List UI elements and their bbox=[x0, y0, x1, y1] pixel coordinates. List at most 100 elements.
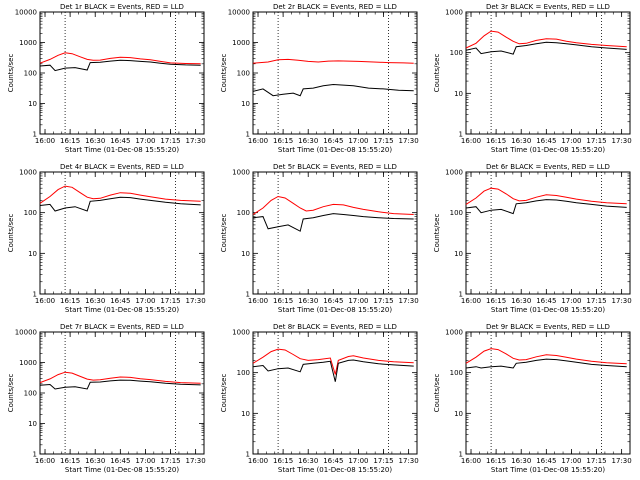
series-line-lld bbox=[252, 348, 414, 375]
plot-frame bbox=[39, 331, 205, 455]
y-tick-label: 100 bbox=[450, 49, 463, 57]
x-tick-label: 16:30 bbox=[511, 297, 531, 305]
x-tick-label: 16:00 bbox=[461, 297, 481, 305]
x-axis-label: Start Time (01-Dec-08 15:55:20) bbox=[65, 146, 179, 154]
x-tick-label: 16:15 bbox=[273, 297, 293, 305]
y-tick-label: 1000 bbox=[232, 329, 250, 337]
x-tick-label: 17:00 bbox=[135, 297, 155, 305]
plot-frame bbox=[39, 171, 205, 295]
y-tick-label: 1000 bbox=[232, 169, 250, 177]
plot-frame bbox=[39, 11, 205, 135]
x-tick-label: 16:45 bbox=[110, 457, 130, 465]
y-tick-label: 1 bbox=[33, 291, 37, 299]
y-tick-label: 1000 bbox=[19, 39, 37, 47]
x-axis-label: Start Time (01-Dec-08 15:55:20) bbox=[278, 146, 392, 154]
chart-title: Det 4r BLACK = Events, RED = LLD bbox=[60, 163, 184, 171]
series-line-lld bbox=[39, 371, 201, 384]
x-tick-label: 16:15 bbox=[60, 137, 80, 145]
x-tick-label: 17:30 bbox=[612, 137, 632, 145]
y-tick-label: 100 bbox=[24, 209, 37, 217]
x-tick-label: 16:15 bbox=[273, 137, 293, 145]
series-line-events bbox=[39, 379, 201, 390]
y-axis-label: Counts/sec bbox=[220, 374, 228, 413]
series-line-lld bbox=[465, 30, 627, 49]
y-tick-label: 1 bbox=[459, 451, 463, 459]
chart-panel: Det 4r BLACK = Events, RED = LLD 1 10 100 10… bbox=[7, 163, 206, 314]
x-tick-label: 16:15 bbox=[486, 457, 506, 465]
x-tick-label: 16:00 bbox=[35, 297, 55, 305]
y-tick-label: 100 bbox=[24, 70, 37, 78]
series-line-events bbox=[39, 59, 201, 72]
series-line-events bbox=[465, 41, 627, 55]
y-tick-label: 10 bbox=[454, 250, 463, 258]
series-line-events bbox=[39, 196, 201, 212]
x-tick-label: 17:15 bbox=[586, 457, 606, 465]
chart-title: Det 1r BLACK = Events, RED = LLD bbox=[60, 3, 184, 11]
y-axis-label: Counts/sec bbox=[220, 54, 228, 93]
y-axis-label: Counts/sec bbox=[7, 374, 15, 413]
y-tick-label: 1 bbox=[33, 131, 37, 139]
series-line-lld bbox=[39, 185, 201, 204]
x-tick-label: 16:45 bbox=[323, 297, 343, 305]
y-tick-label: 10 bbox=[454, 410, 463, 418]
x-tick-label: 16:00 bbox=[248, 457, 268, 465]
series-line-events bbox=[252, 83, 414, 97]
x-axis-label: Start Time (01-Dec-08 15:55:20) bbox=[491, 306, 605, 314]
x-tick-label: 17:00 bbox=[135, 137, 155, 145]
y-tick-label: 10000 bbox=[15, 9, 37, 17]
x-tick-label: 17:00 bbox=[135, 457, 155, 465]
x-tick-label: 16:45 bbox=[536, 297, 556, 305]
x-axis-label: Start Time (01-Dec-08 15:55:20) bbox=[491, 466, 605, 474]
series-line-lld bbox=[465, 187, 627, 205]
series-line-lld bbox=[252, 58, 414, 64]
y-tick-label: 1000 bbox=[445, 169, 463, 177]
x-tick-label: 16:15 bbox=[273, 457, 293, 465]
y-tick-label: 1 bbox=[246, 451, 250, 459]
chart-panel: Det 8r BLACK = Events, RED = LLD 1 10 100 10… bbox=[220, 323, 419, 474]
y-axis-label: Counts/sec bbox=[433, 54, 441, 93]
x-tick-label: 17:15 bbox=[373, 297, 393, 305]
chart-title: Det 5r BLACK = Events, RED = LLD bbox=[273, 163, 397, 171]
y-tick-label: 1 bbox=[246, 291, 250, 299]
y-tick-label: 10 bbox=[28, 250, 37, 258]
x-tick-label: 16:30 bbox=[85, 457, 105, 465]
x-tick-label: 17:00 bbox=[348, 137, 368, 145]
x-tick-label: 17:15 bbox=[373, 137, 393, 145]
chart-title: Det 6r BLACK = Events, RED = LLD bbox=[486, 163, 610, 171]
y-tick-label: 10 bbox=[28, 100, 37, 108]
x-tick-label: 17:30 bbox=[399, 137, 419, 145]
x-tick-label: 17:15 bbox=[160, 457, 180, 465]
y-tick-label: 1 bbox=[459, 291, 463, 299]
x-axis-label: Start Time (01-Dec-08 15:55:20) bbox=[65, 306, 179, 314]
x-tick-label: 17:15 bbox=[373, 457, 393, 465]
x-tick-label: 16:30 bbox=[85, 297, 105, 305]
x-tick-label: 16:45 bbox=[536, 457, 556, 465]
y-tick-label: 1000 bbox=[19, 169, 37, 177]
chart-panel: Det 3r BLACK = Events, RED = LLD 1 10 100 10… bbox=[433, 3, 632, 154]
x-tick-label: 17:30 bbox=[186, 457, 206, 465]
y-axis-label: Counts/sec bbox=[220, 214, 228, 253]
y-tick-label: 1000 bbox=[19, 359, 37, 367]
x-tick-label: 16:00 bbox=[461, 137, 481, 145]
y-tick-label: 1000 bbox=[445, 329, 463, 337]
y-tick-label: 10 bbox=[241, 250, 250, 258]
x-tick-label: 16:00 bbox=[35, 137, 55, 145]
chart-title: Det 3r BLACK = Events, RED = LLD bbox=[486, 3, 610, 11]
x-tick-label: 16:15 bbox=[60, 457, 80, 465]
x-tick-label: 16:30 bbox=[511, 137, 531, 145]
chart-panel: Det 6r BLACK = Events, RED = LLD 1 10 100 10… bbox=[433, 163, 632, 314]
plot-frame bbox=[252, 171, 418, 295]
y-axis-label: Counts/sec bbox=[433, 374, 441, 413]
chart-panel: Det 5r BLACK = Events, RED = LLD 1 10 100 10… bbox=[220, 163, 419, 314]
x-tick-label: 17:00 bbox=[348, 297, 368, 305]
y-tick-label: 10 bbox=[241, 100, 250, 108]
y-tick-label: 100 bbox=[450, 209, 463, 217]
x-tick-label: 16:45 bbox=[536, 137, 556, 145]
y-axis-label: Counts/sec bbox=[433, 214, 441, 253]
x-tick-label: 17:00 bbox=[561, 457, 581, 465]
chart-panel: Det 2r BLACK = Events, RED = LLD 1 10 100 10… bbox=[220, 3, 419, 154]
y-tick-label: 100 bbox=[237, 209, 250, 217]
x-tick-label: 16:30 bbox=[298, 137, 318, 145]
x-tick-label: 16:15 bbox=[486, 137, 506, 145]
x-tick-label: 17:15 bbox=[586, 297, 606, 305]
